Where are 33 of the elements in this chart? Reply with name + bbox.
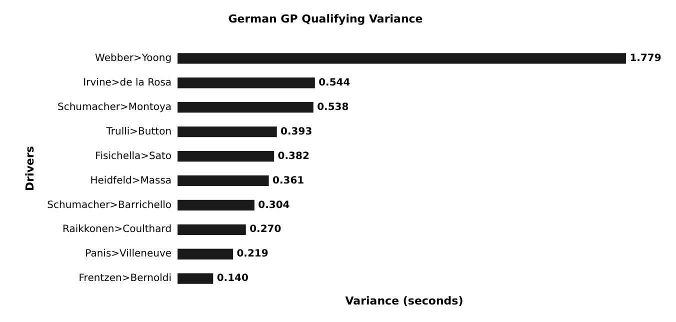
- bar: [178, 126, 277, 138]
- y-tick-label: Irvine>de la Rosa: [83, 77, 172, 88]
- data-label: 0.140: [216, 273, 248, 284]
- bar: [178, 53, 626, 64]
- data-label: 0.382: [278, 150, 310, 162]
- y-tick-label: Frentzen>Bernoldi: [78, 273, 172, 284]
- y-tick-label: Trulli>Button: [105, 126, 172, 138]
- y-tick-label: Raikkonen>Coulthard: [62, 224, 172, 236]
- y-tick-label: Fisichella>Sato: [95, 150, 172, 162]
- y-tick-label: Heidfeld>Massa: [90, 175, 172, 186]
- data-label: 0.270: [250, 224, 282, 236]
- bar: [178, 175, 269, 186]
- bar: [178, 102, 314, 113]
- y-axis-title: Drivers: [23, 146, 36, 191]
- y-tick-label: Schumacher>Montoya: [58, 102, 172, 113]
- data-label: 0.538: [317, 102, 349, 113]
- data-label: 0.304: [258, 200, 290, 211]
- y-tick-label: Schumacher>Barrichello: [47, 200, 172, 211]
- bar: [178, 248, 234, 260]
- bar: [178, 273, 214, 284]
- bar: [178, 200, 254, 211]
- bar: [178, 224, 246, 235]
- data-label: 0.361: [272, 175, 304, 186]
- chart-title: German GP Qualifying Variance: [228, 12, 423, 26]
- x-axis-title: Variance (seconds): [345, 294, 464, 308]
- y-tick-label: Webber>Yoong: [95, 53, 172, 64]
- bar: [178, 150, 274, 162]
- data-label: 0.544: [318, 77, 350, 88]
- bar: [178, 78, 315, 88]
- data-label: 0.393: [280, 126, 312, 138]
- data-label: 1.779: [630, 53, 662, 64]
- y-tick-label: Panis>Villeneuve: [85, 248, 172, 260]
- data-label: 0.219: [236, 248, 268, 260]
